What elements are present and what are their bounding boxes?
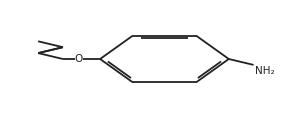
Text: O: O <box>75 54 83 64</box>
Text: NH₂: NH₂ <box>255 66 275 76</box>
